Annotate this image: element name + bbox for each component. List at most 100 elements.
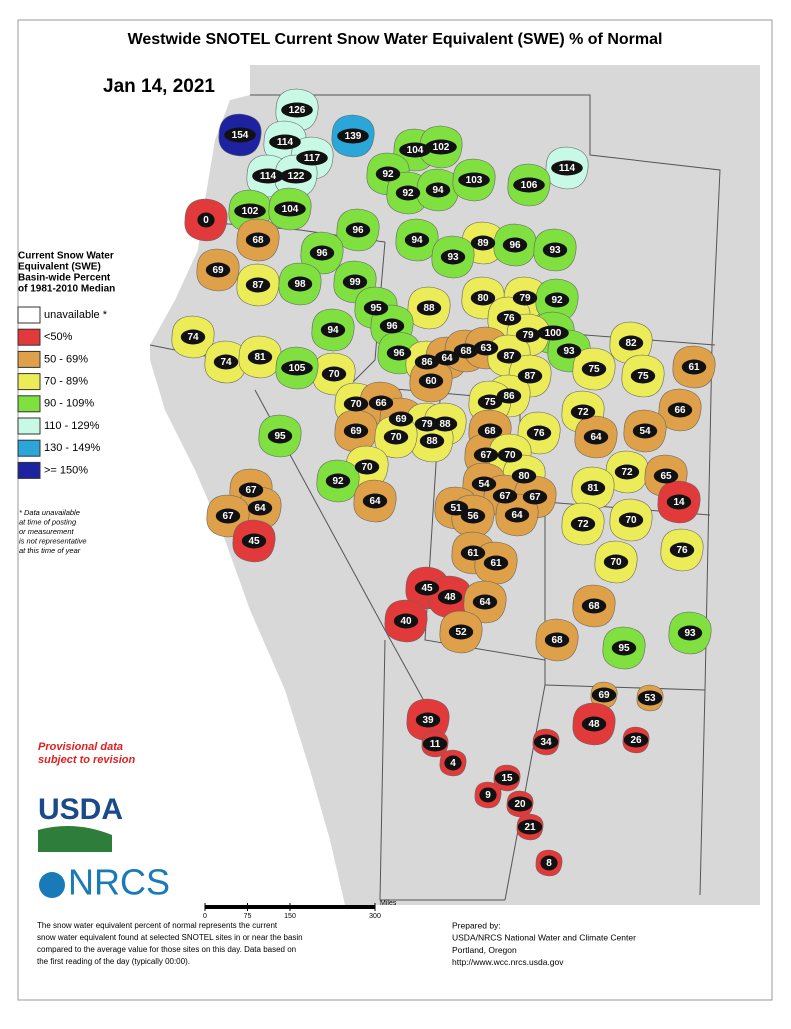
basin-label: 14 xyxy=(673,497,685,508)
basin-label: 94 xyxy=(432,185,444,196)
scale-label: 75 xyxy=(244,913,252,920)
basin-label-bg xyxy=(434,350,460,366)
basin-label: 48 xyxy=(588,719,600,730)
basin-label: 93 xyxy=(447,252,459,263)
basin-label: 68 xyxy=(588,601,600,612)
note: at this time of year xyxy=(19,546,81,555)
basin-label: 8 xyxy=(546,858,552,869)
basin-label-bg xyxy=(404,232,430,248)
prepared-by: Portland, Oregon xyxy=(452,945,517,955)
basin-label: 69 xyxy=(598,690,610,701)
basin-label: 96 xyxy=(316,248,328,259)
basin-label-bg xyxy=(497,447,523,463)
legend-label: 130 - 149% xyxy=(44,442,100,454)
basin-label: 114 xyxy=(277,137,294,148)
basin-label: 76 xyxy=(676,545,688,556)
basin-label: 70 xyxy=(361,462,373,473)
basin-label: 92 xyxy=(551,295,563,306)
basin-label-bg xyxy=(551,160,583,176)
basin-label: 96 xyxy=(386,321,398,332)
footnote: compared to the average value for those … xyxy=(37,945,296,954)
title: Westwide SNOTEL Current Snow Water Equiv… xyxy=(128,31,663,48)
basin-label-bg xyxy=(414,580,440,596)
basin-label-bg xyxy=(472,594,498,610)
basin-label: 80 xyxy=(518,471,530,482)
basin-label-bg xyxy=(496,348,522,364)
basin-label-bg xyxy=(623,732,649,748)
prepared-by: Prepared by: xyxy=(452,920,501,930)
basin-label: 69 xyxy=(212,265,224,276)
basin-label-bg xyxy=(379,318,405,334)
basin-label-bg xyxy=(667,402,693,418)
legend-title: Equivalent (SWE) xyxy=(18,262,101,273)
basin-label-bg xyxy=(581,716,607,732)
basin-label-bg xyxy=(342,274,368,290)
basin-label-bg xyxy=(309,245,335,261)
basin-label: 26 xyxy=(630,735,642,746)
basin-label-bg xyxy=(418,373,444,389)
basin-label-bg xyxy=(473,447,499,463)
basin-label: 45 xyxy=(248,536,260,547)
legend-title: Basin-wide Percent xyxy=(18,273,111,284)
basin-label: 94 xyxy=(327,325,339,336)
basin-label: 69 xyxy=(350,426,362,437)
legend-label: 110 - 129% xyxy=(44,420,100,432)
legend-label: 70 - 89% xyxy=(44,376,88,388)
basin-label-bg xyxy=(496,310,522,326)
basin-label-bg xyxy=(281,102,313,118)
basin-label-bg xyxy=(473,340,499,356)
basin-label-bg xyxy=(383,429,409,445)
basin-label-bg xyxy=(197,212,215,228)
basin-label: 102 xyxy=(242,206,259,217)
basin-label: 74 xyxy=(187,332,199,343)
basin-label: 70 xyxy=(328,369,340,380)
basin-label-bg xyxy=(363,300,389,316)
legend-swatch xyxy=(17,350,41,368)
basin-label: 61 xyxy=(490,558,502,569)
basin-label: 93 xyxy=(684,628,696,639)
basin-label: 66 xyxy=(674,405,686,416)
basin-label: 88 xyxy=(426,436,438,447)
basin-label-bg xyxy=(245,277,271,293)
basin-label-bg xyxy=(570,516,596,532)
legend-title: Current Snow Water xyxy=(18,251,114,262)
basin-label-bg xyxy=(368,395,394,411)
basin-label-bg xyxy=(437,589,463,605)
basin-label: 100 xyxy=(545,328,562,339)
prepared-by: http://www.wcc.nrcs.usda.gov xyxy=(452,957,564,967)
basin-label: 66 xyxy=(375,398,387,409)
basin-label: 64 xyxy=(590,432,602,443)
basin-label-bg xyxy=(581,361,607,377)
legend-label: unavailable * xyxy=(44,309,108,321)
basin-label: 68 xyxy=(484,426,496,437)
basin-label: 79 xyxy=(519,293,531,304)
logo-nrcs: NRCS xyxy=(68,862,170,903)
basin-label: 104 xyxy=(407,145,424,156)
logo-usda: USDA xyxy=(38,793,123,826)
basin-label: 54 xyxy=(639,426,651,437)
legend-swatch xyxy=(17,328,41,346)
basin-label-bg xyxy=(425,139,457,155)
basin-label-bg xyxy=(537,325,569,341)
basin-label: 75 xyxy=(637,371,649,382)
basin-label-bg xyxy=(422,736,448,752)
basin-label: 89 xyxy=(477,238,489,249)
basin-label: 122 xyxy=(288,171,305,182)
basin-label: 64 xyxy=(254,503,266,514)
basin-label-bg xyxy=(386,345,412,361)
basin-label: 61 xyxy=(467,548,479,559)
basin-label-bg xyxy=(238,482,264,498)
basin-label-bg xyxy=(274,201,306,217)
basin-label-bg xyxy=(320,322,346,338)
basin-label-bg xyxy=(669,542,695,558)
basin-label-bg xyxy=(432,416,458,432)
basin-label: 88 xyxy=(439,419,451,430)
basin-label: 61 xyxy=(688,362,700,373)
logo-nrcs-drop xyxy=(39,872,65,898)
basin-label-bg xyxy=(440,249,466,265)
basin-label-bg xyxy=(556,343,582,359)
basin-label-bg xyxy=(632,423,658,439)
basin-label-bg xyxy=(448,624,474,640)
basin-label: 67 xyxy=(499,491,511,502)
